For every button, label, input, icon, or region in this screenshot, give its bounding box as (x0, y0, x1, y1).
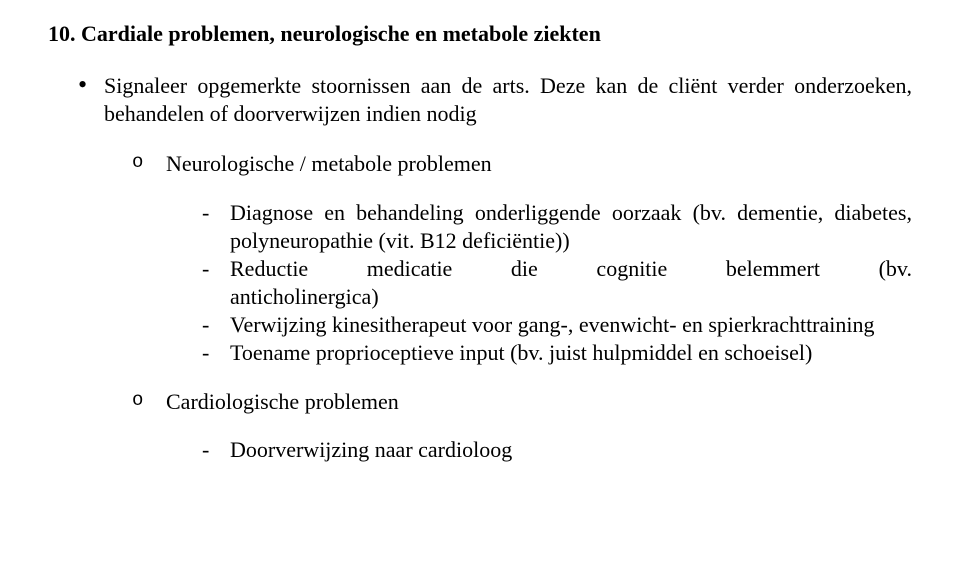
list-item: Reductie medicatie die cognitie belemmer… (202, 255, 912, 311)
bullet-list-level3: Diagnose en behandeling onderliggende oo… (166, 199, 912, 368)
list-item: Diagnose en behandeling onderliggende oo… (202, 199, 912, 255)
list-item-text-line1: Reductie medicatie die cognitie belemmer… (230, 255, 912, 283)
list-item: Signaleer opgemerkte stoornissen aan de … (78, 72, 912, 464)
section-title: 10. Cardiale problemen, neurologische en… (48, 20, 912, 48)
list-item: Toename proprioceptieve input (bv. juist… (202, 339, 912, 367)
list-item: Neurologische / metabole problemen Diagn… (132, 150, 912, 367)
list-item-text-line2: anticholinergica) (230, 284, 379, 309)
document-page: 10. Cardiale problemen, neurologische en… (0, 0, 960, 464)
bullet-list-level2: Neurologische / metabole problemen Diagn… (104, 150, 912, 463)
list-item: Cardiologische problemen Doorverwijzing … (132, 388, 912, 464)
list-item: Doorverwijzing naar cardioloog (202, 436, 912, 464)
bullet-list-level1: Signaleer opgemerkte stoornissen aan de … (48, 72, 912, 464)
list-item-text: Cardiologische problemen (166, 389, 399, 414)
list-item-text: Signaleer opgemerkte stoornissen aan de … (104, 73, 912, 126)
bullet-list-level3: Doorverwijzing naar cardioloog (166, 436, 912, 464)
list-item-text: Verwijzing kinesitherapeut voor gang-, e… (230, 312, 875, 337)
list-item: Verwijzing kinesitherapeut voor gang-, e… (202, 311, 912, 339)
list-item-text: Neurologische / metabole problemen (166, 151, 492, 176)
list-item-text: Toename proprioceptieve input (bv. juist… (230, 340, 812, 365)
list-item-text: Diagnose en behandeling onderliggende oo… (230, 200, 912, 253)
list-item-text: Doorverwijzing naar cardioloog (230, 437, 512, 462)
